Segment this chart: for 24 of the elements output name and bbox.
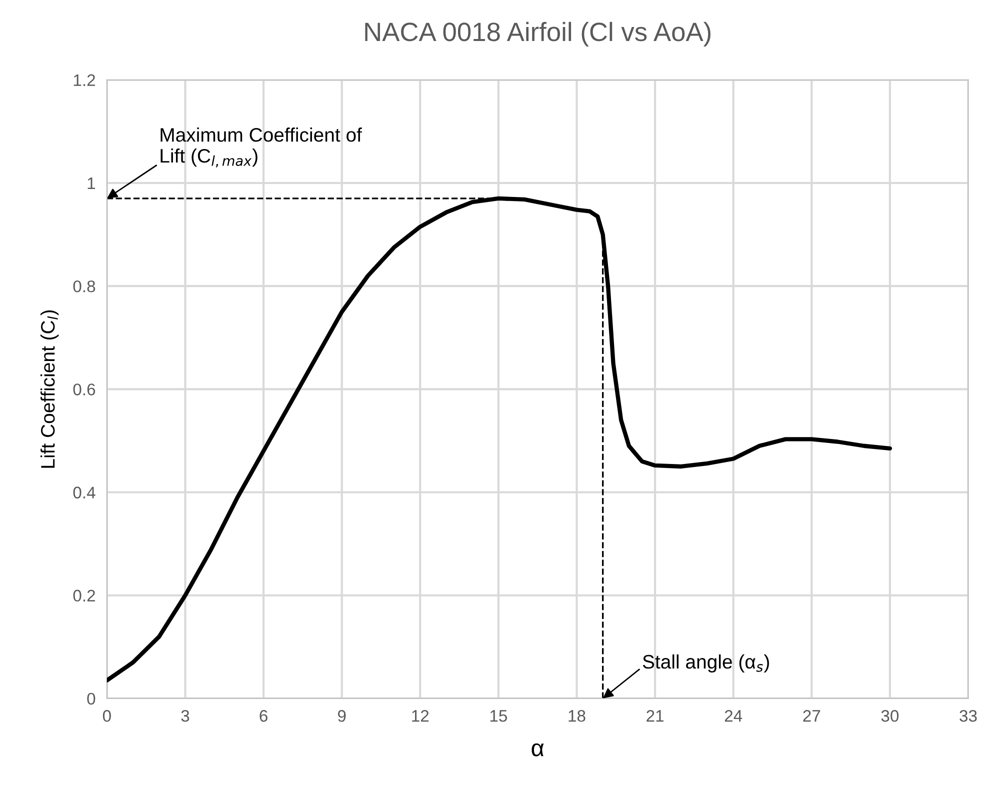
- x-tick-label: 27: [803, 710, 820, 722]
- y-tick-label: 0.6: [73, 384, 96, 396]
- x-tick-label: 18: [568, 710, 586, 722]
- x-tick-label: 3: [181, 710, 190, 722]
- ref-line-label: Stall angle (α$_{s}$): [642, 654, 769, 673]
- x-tick-label: 0: [102, 710, 111, 722]
- x-tick-label: 21: [646, 710, 664, 722]
- y-tick-label: 0.2: [73, 590, 95, 602]
- x-axis-title: α: [532, 743, 544, 756]
- ref-line-label: Maximum Coefficient of Lift (C$_{l,max}$): [160, 128, 362, 168]
- x-tick-label: 33: [960, 710, 977, 722]
- x-tick-label: 6: [260, 710, 268, 722]
- chart-title: NACA 0018 Airfoil (Cl vs AoA): [365, 22, 710, 46]
- x-tick-label: 24: [724, 710, 742, 722]
- y-tick-label: 0.8: [73, 280, 96, 292]
- y-tick-label: 0.4: [73, 486, 96, 498]
- x-tick-label: 15: [490, 710, 508, 722]
- x-tick-label: 12: [412, 710, 429, 722]
- y-tick-label: 1: [88, 178, 96, 190]
- x-tick-label: 9: [338, 710, 346, 722]
- x-tick-label: 30: [881, 710, 899, 722]
- y-axis-title: Lift Coefficient (C$_{l}$): [40, 310, 59, 468]
- y-tick-label: 1.2: [74, 74, 95, 86]
- y-tick-label: 0: [87, 692, 96, 705]
